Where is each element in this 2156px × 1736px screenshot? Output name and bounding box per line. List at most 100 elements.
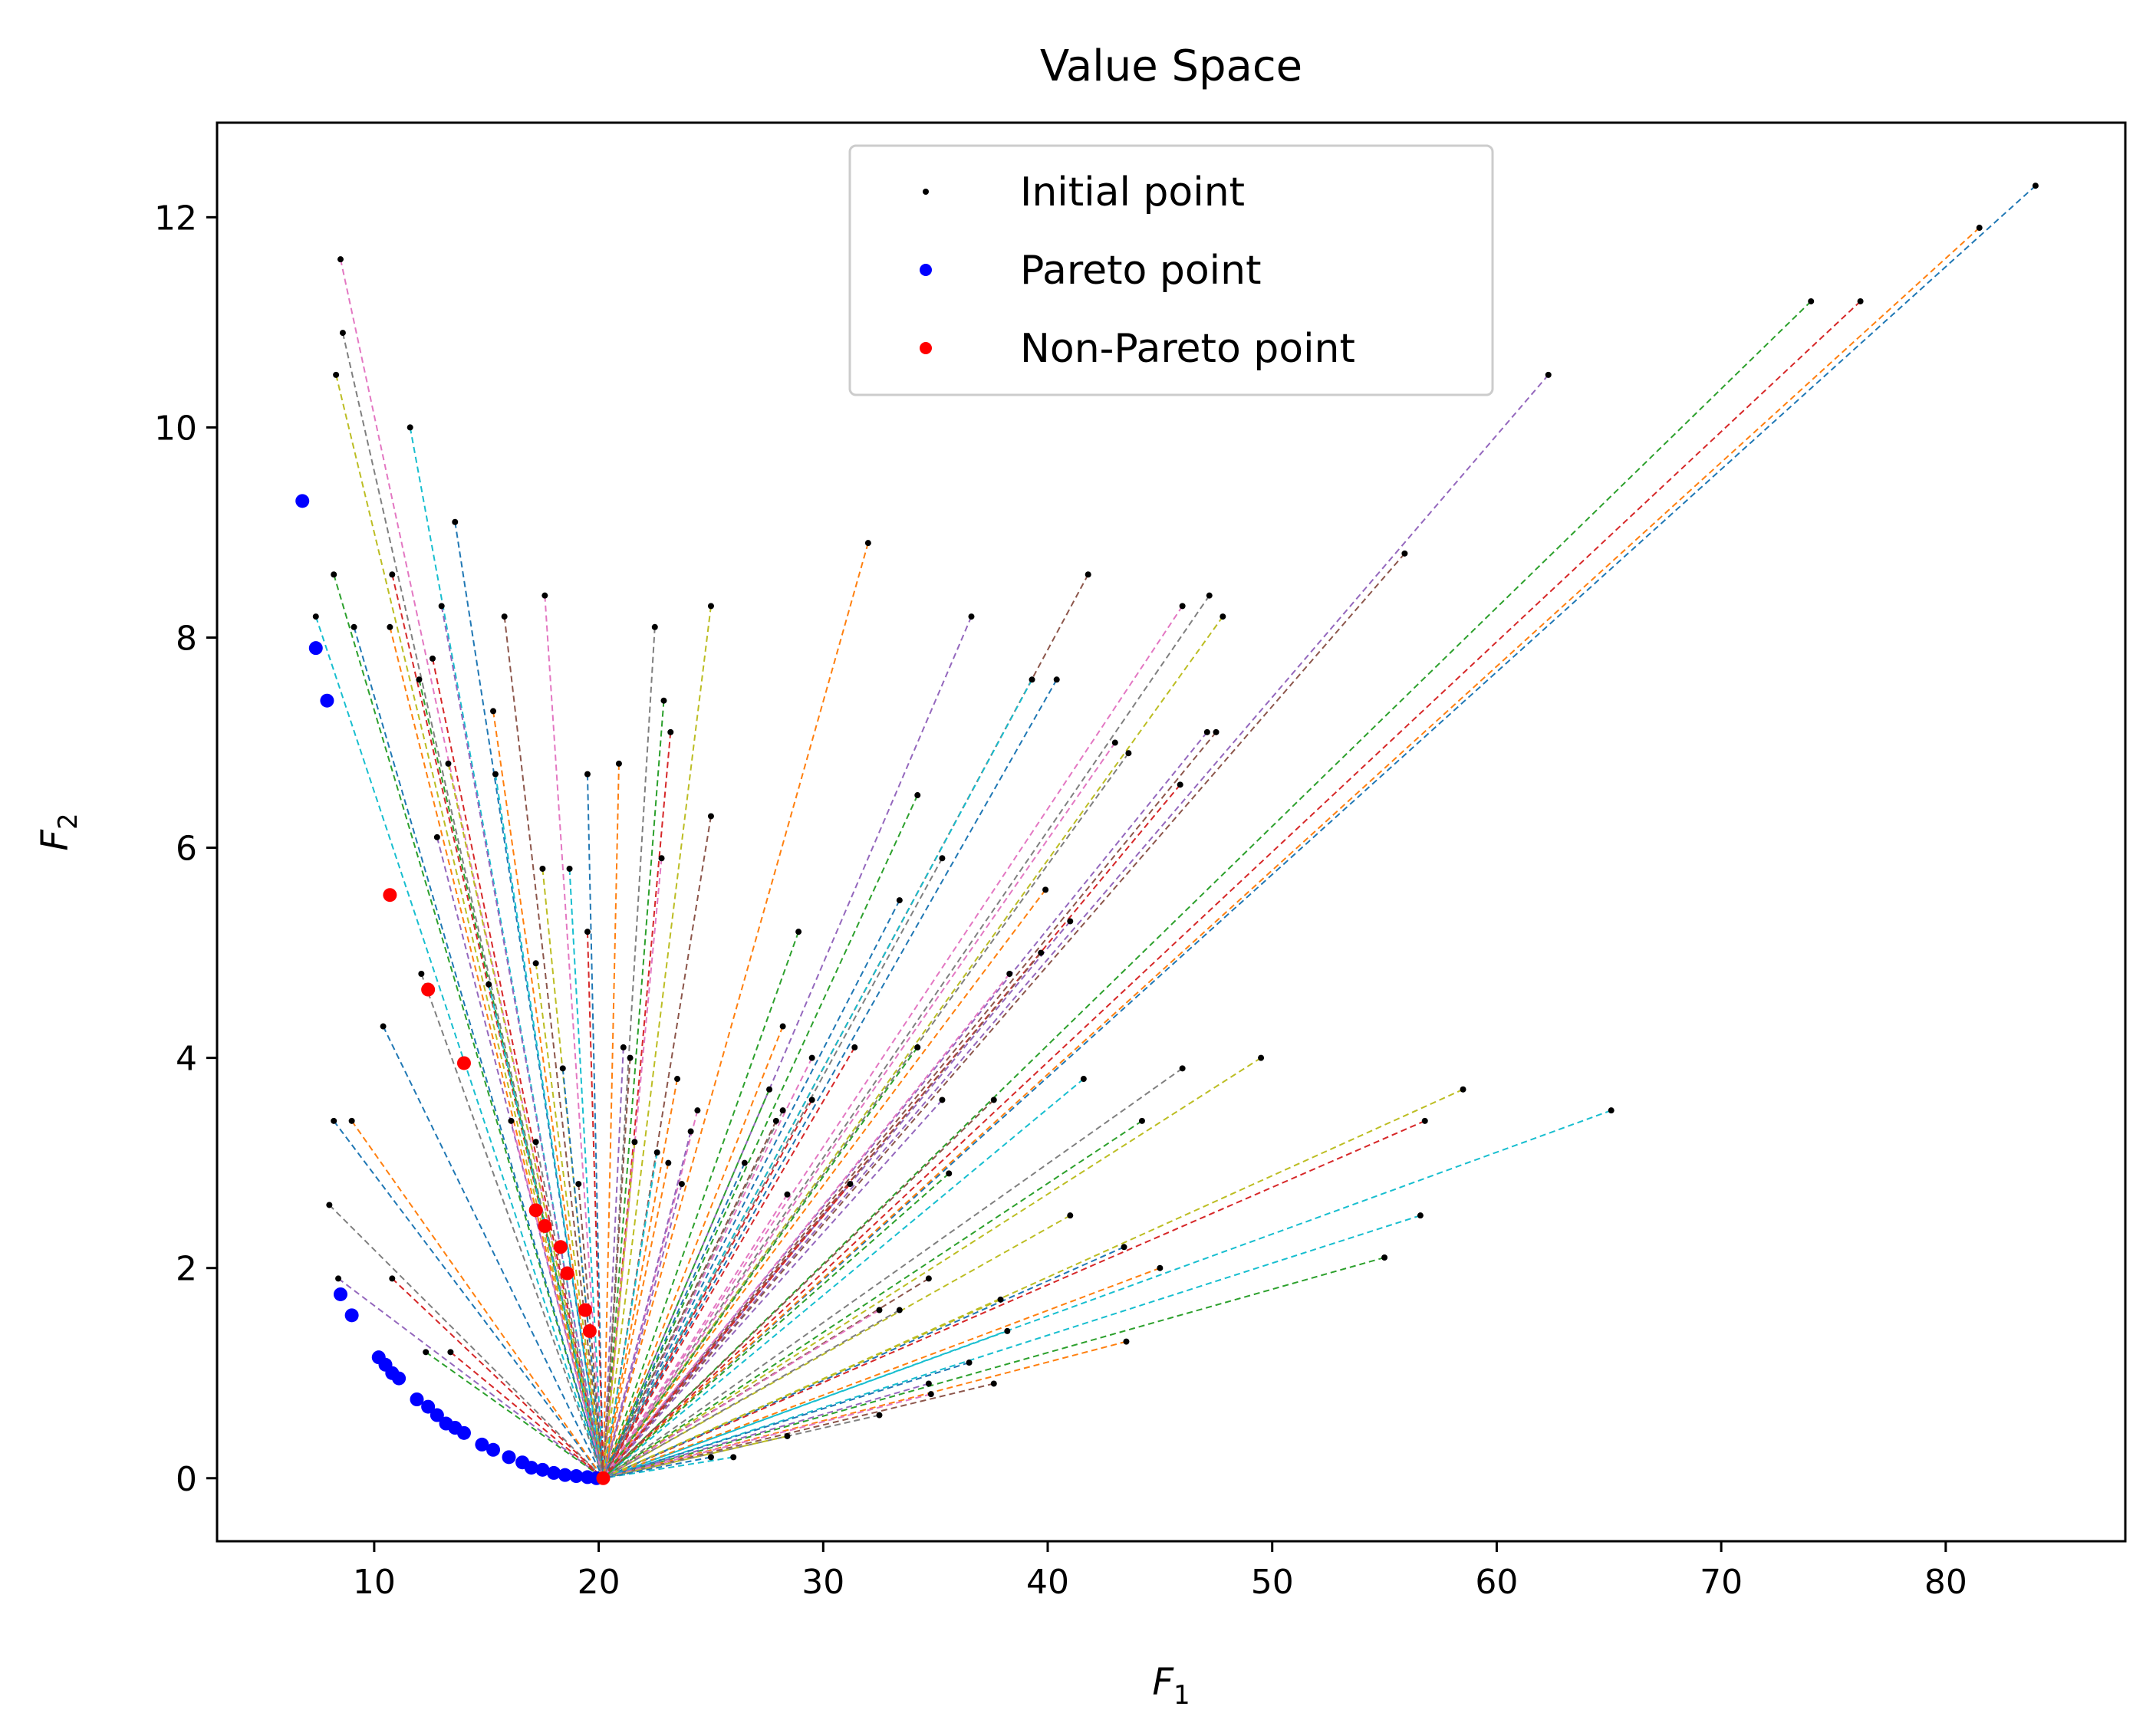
initial-point <box>389 1275 396 1282</box>
initial-point <box>615 760 622 767</box>
trajectory-line <box>602 595 1210 1479</box>
y-tick-label: 12 <box>154 199 197 238</box>
y-axis-label-main: F <box>34 829 77 851</box>
initial-point <box>1125 750 1132 757</box>
initial-point <box>966 1360 973 1366</box>
data-markers <box>295 182 2039 1485</box>
trajectory-line <box>440 606 604 1478</box>
trajectory-line <box>314 616 604 1479</box>
trajectory-line <box>510 1120 604 1479</box>
initial-point <box>1857 298 1864 304</box>
trajectory-line <box>391 1277 604 1479</box>
pareto-point <box>392 1371 407 1386</box>
initial-point <box>1138 1117 1145 1124</box>
initial-point <box>1421 1117 1428 1124</box>
trajectory-line <box>602 1078 679 1478</box>
trajectory-line <box>603 1393 932 1479</box>
initial-point <box>772 1117 779 1124</box>
initial-point <box>651 623 658 630</box>
trajectory-line <box>333 1120 604 1479</box>
trajectory-line <box>603 1215 1421 1479</box>
trajectory-line <box>602 931 800 1479</box>
trajectory-line <box>602 794 919 1479</box>
trajectory-line <box>603 1383 930 1479</box>
trajectory-line <box>561 1068 604 1478</box>
trajectory-line <box>328 1204 604 1479</box>
pareto-point <box>344 1308 359 1323</box>
pareto-point <box>502 1450 516 1465</box>
trajectory-line <box>333 574 604 1479</box>
trajectory-line <box>603 1257 1385 1479</box>
trajectory-line <box>602 889 1046 1479</box>
trajectory-line <box>535 963 604 1478</box>
trajectory-line <box>586 774 604 1478</box>
non-pareto-point <box>596 1471 611 1485</box>
trajectory-line <box>602 1026 784 1479</box>
trajectory-line <box>602 1099 995 1479</box>
y-tick-label: 10 <box>154 409 197 448</box>
initial-point <box>1038 949 1045 956</box>
initial-point <box>1080 1076 1087 1083</box>
trajectory-line <box>602 542 869 1479</box>
trajectory-line <box>602 1152 658 1478</box>
initial-point <box>1608 1107 1615 1114</box>
initial-point <box>445 760 452 767</box>
trajectory-line <box>586 932 604 1478</box>
initial-point <box>1179 1065 1186 1072</box>
pareto-point <box>320 693 334 708</box>
trajectory-line <box>602 606 712 1478</box>
trajectory-line <box>603 1456 734 1479</box>
trajectory-line <box>603 1435 788 1479</box>
trajectory-line <box>602 1099 813 1479</box>
initial-point <box>939 1097 946 1103</box>
trajectory-line <box>602 1047 919 1479</box>
initial-point <box>779 1023 786 1030</box>
initial-point <box>925 1275 932 1282</box>
initial-point <box>653 1149 660 1156</box>
x-tick-label: 10 <box>353 1563 396 1602</box>
initial-point <box>1157 1264 1164 1271</box>
initial-point <box>707 603 714 610</box>
initial-point <box>326 1202 333 1208</box>
y-tick-label: 6 <box>176 830 197 869</box>
initial-point <box>331 571 337 578</box>
trajectory-line <box>602 700 665 1478</box>
trajectory-line <box>602 1089 770 1479</box>
legend: Initial point Pareto point Non-Pareto po… <box>848 144 1494 396</box>
trajectory-line <box>603 1456 712 1479</box>
trajectory-line <box>602 1057 631 1478</box>
trajectory-line <box>602 732 1217 1479</box>
initial-point <box>795 929 802 935</box>
x-axis: 10 20 30 40 50 60 70 80 <box>353 1541 1967 1602</box>
plot-frame <box>216 121 2127 1543</box>
initial-point <box>1213 728 1220 735</box>
y-axis-label-subscript: 2 <box>53 813 84 830</box>
trajectory-line <box>602 1183 851 1479</box>
trajectory-line <box>436 837 604 1479</box>
initial-point <box>452 518 459 525</box>
trajectory-line <box>494 774 604 1478</box>
initial-point <box>990 1097 997 1103</box>
trajectory-line <box>602 1194 788 1479</box>
trajectory-line <box>603 1298 1001 1479</box>
initial-point <box>1111 739 1118 746</box>
initial-point <box>380 1023 387 1030</box>
initial-point <box>766 1086 773 1093</box>
chart-title: Value Space <box>1040 41 1302 91</box>
initial-point <box>851 1044 858 1050</box>
trajectory-line <box>602 1110 699 1479</box>
initial-point <box>1460 1086 1466 1093</box>
trajectory-line <box>602 1099 943 1479</box>
initial-point <box>1417 1212 1424 1219</box>
trajectory-line <box>382 1026 604 1479</box>
initial-point <box>660 697 667 704</box>
initial-point <box>779 1107 786 1114</box>
pareto-point <box>524 1461 538 1475</box>
pareto-point <box>421 1399 436 1414</box>
initial-point <box>784 1432 791 1439</box>
trajectory-line <box>351 1120 604 1479</box>
trajectory-line <box>602 301 1861 1479</box>
initial-point <box>658 855 665 862</box>
y-tick-label: 0 <box>176 1460 197 1499</box>
initial-point <box>1179 603 1186 610</box>
